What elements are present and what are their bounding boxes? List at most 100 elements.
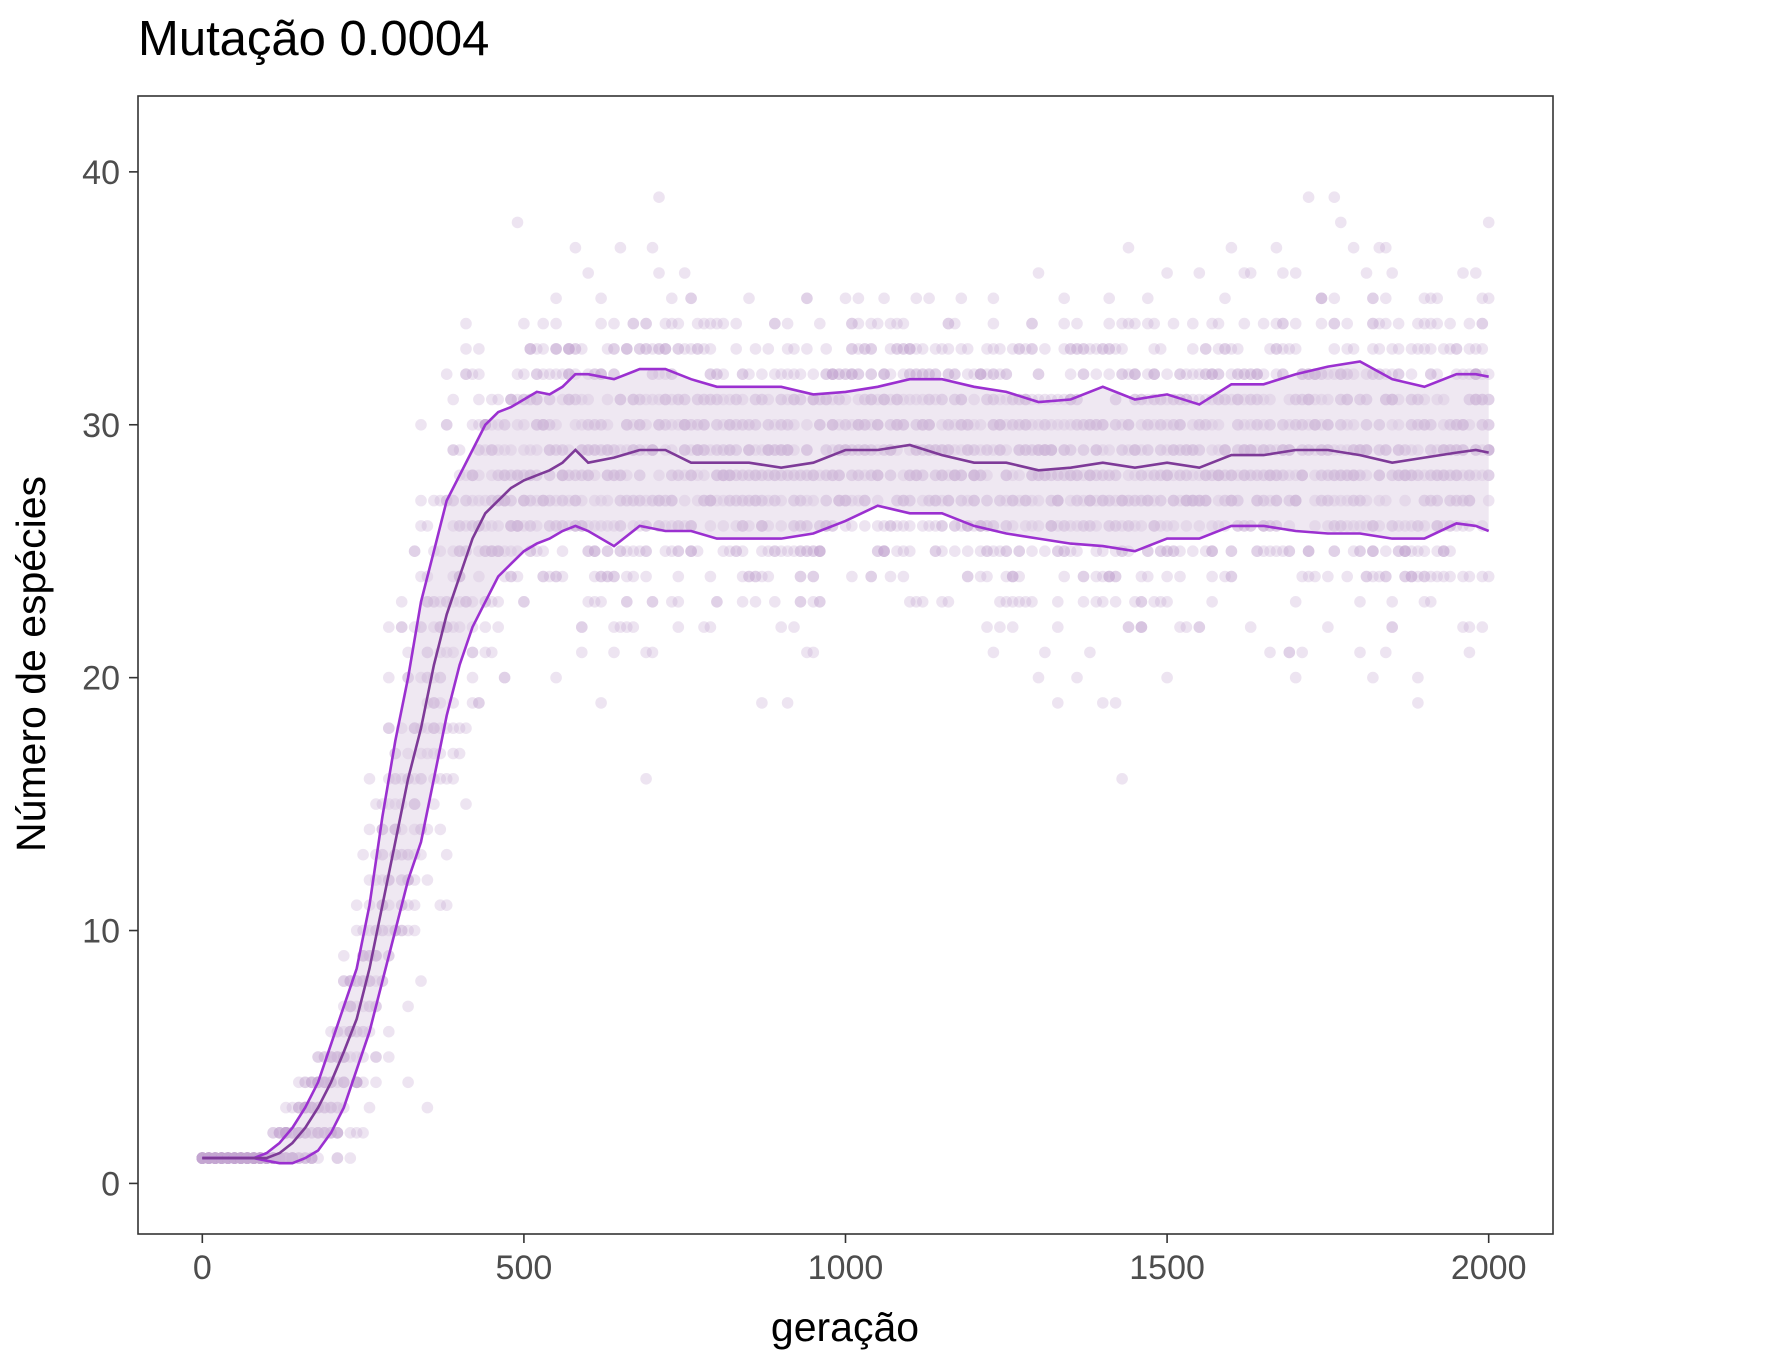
data-point [640, 393, 652, 406]
data-point [1405, 469, 1418, 482]
data-point [633, 343, 646, 355]
data-point [781, 444, 794, 456]
data-point [415, 671, 427, 684]
data-point [569, 241, 582, 254]
data-point [807, 545, 820, 557]
data-point [1418, 570, 1431, 583]
data-point [1039, 469, 1051, 482]
data-point [1045, 520, 1058, 532]
data-point [723, 469, 736, 482]
data-point [698, 444, 710, 456]
data-point [820, 343, 832, 355]
data-point [891, 343, 903, 355]
data-point [968, 494, 980, 507]
data-point [1431, 393, 1443, 406]
data-point [1431, 520, 1443, 532]
data-point [1225, 368, 1238, 381]
data-point [1129, 444, 1141, 456]
data-point [678, 419, 691, 431]
data-point [473, 368, 485, 381]
data-point [904, 343, 916, 355]
data-point [923, 393, 935, 406]
data-point [1019, 419, 1032, 431]
data-point [280, 1127, 292, 1139]
data-point [1296, 469, 1308, 482]
data-point [1103, 520, 1115, 532]
data-point [833, 393, 845, 406]
data-point [582, 444, 594, 456]
data-point [871, 545, 884, 557]
data-point [395, 621, 408, 633]
data-point [698, 494, 710, 507]
data-point [486, 444, 498, 456]
data-point [916, 520, 929, 532]
data-point [859, 343, 871, 355]
data-point [730, 469, 742, 482]
data-point [1386, 596, 1398, 608]
data-point [486, 596, 498, 608]
data-point [1322, 621, 1334, 633]
data-point [833, 368, 845, 381]
data-point [492, 444, 505, 456]
data-point [781, 444, 794, 456]
data-point [1045, 419, 1058, 431]
data-point [871, 469, 884, 482]
data-point [826, 368, 839, 381]
data-point [1167, 469, 1180, 482]
data-point [878, 368, 890, 381]
data-point [402, 848, 414, 861]
data-point [1302, 191, 1315, 203]
data-point [678, 444, 691, 456]
data-point [447, 621, 460, 633]
data-point [1232, 368, 1244, 381]
data-point [904, 494, 916, 507]
data-point [871, 469, 884, 482]
data-point [640, 545, 652, 557]
data-point [1257, 444, 1270, 456]
data-point [1431, 570, 1443, 583]
data-point [929, 520, 942, 532]
data-point [1315, 368, 1328, 381]
data-point [511, 419, 524, 431]
data-point [1026, 317, 1038, 330]
data-point [1463, 393, 1476, 406]
data-point [1257, 494, 1270, 507]
data-point [916, 368, 929, 381]
data-point [1309, 520, 1321, 532]
data-point [1161, 545, 1173, 557]
data-point [280, 1127, 292, 1139]
data-point [1412, 570, 1424, 583]
data-point [762, 520, 775, 532]
data-point [1251, 419, 1263, 431]
data-point [717, 419, 730, 431]
data-point [1405, 469, 1418, 482]
data-point [383, 722, 395, 734]
data-point [1418, 494, 1431, 507]
data-point [280, 1127, 292, 1139]
data-point [627, 621, 640, 633]
data-point [743, 368, 755, 381]
data-point [698, 343, 710, 355]
data-point [1437, 469, 1450, 482]
data-point [1392, 419, 1405, 431]
data-point [537, 494, 549, 507]
data-point [1225, 469, 1238, 482]
data-point [1244, 444, 1257, 456]
data-point [408, 924, 421, 937]
data-point [743, 570, 755, 583]
data-point [1122, 621, 1135, 633]
data-point [1251, 368, 1263, 381]
data-point [1187, 494, 1199, 507]
data-point [685, 469, 697, 482]
data-point [1064, 343, 1077, 355]
data-point [749, 570, 762, 583]
data-point [916, 419, 929, 431]
data-point [569, 419, 582, 431]
data-point [936, 469, 948, 482]
data-point [1006, 494, 1019, 507]
data-point [1399, 545, 1411, 557]
data-point [736, 520, 749, 532]
data-point [1476, 419, 1489, 431]
data-point [955, 469, 968, 482]
